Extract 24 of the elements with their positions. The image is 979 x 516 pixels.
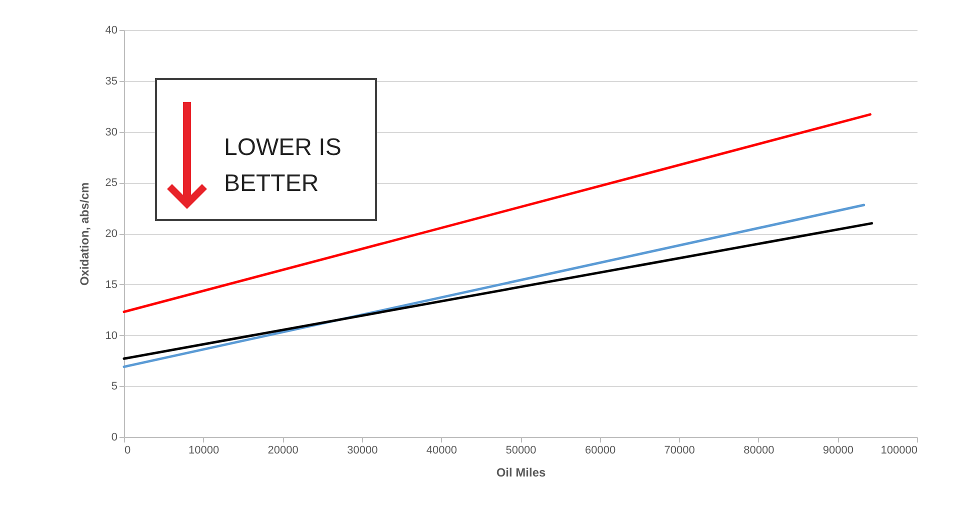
y-tick-label: 40 [105, 24, 118, 36]
x-tick-label: 10000 [188, 444, 220, 456]
y-tick-label: 35 [105, 75, 118, 88]
x-tick-label: 20000 [268, 444, 298, 456]
y-tick-label: 0 [111, 432, 118, 444]
x-tick-label: 50000 [506, 444, 536, 456]
x-tick-label: 90000 [822, 444, 854, 456]
y-tick-label: 10 [105, 330, 118, 342]
y-tick-label: 30 [105, 126, 118, 138]
x-tick-label: 0 [124, 444, 131, 456]
note-box: LOWER IS BETTER [155, 78, 377, 221]
x-axis-title: Oil Miles [496, 466, 546, 480]
y-axis-title: Oxidation, abs/cm [77, 182, 92, 286]
x-tick-label: 30000 [347, 444, 378, 456]
x-tick-label: 70000 [664, 444, 695, 456]
x-tick-label: 40000 [426, 444, 457, 456]
x-tick-label: 100000 [880, 444, 918, 456]
y-tick-label: 20 [105, 228, 118, 240]
y-tick-label: 15 [105, 278, 118, 291]
annotation: LOWER IS BETTER [224, 133, 342, 199]
x-tick-label: 60000 [585, 444, 616, 456]
x-tick-label: 80000 [744, 444, 774, 456]
y-tick-label: 5 [111, 380, 118, 393]
y-tick-label: 25 [105, 177, 118, 190]
